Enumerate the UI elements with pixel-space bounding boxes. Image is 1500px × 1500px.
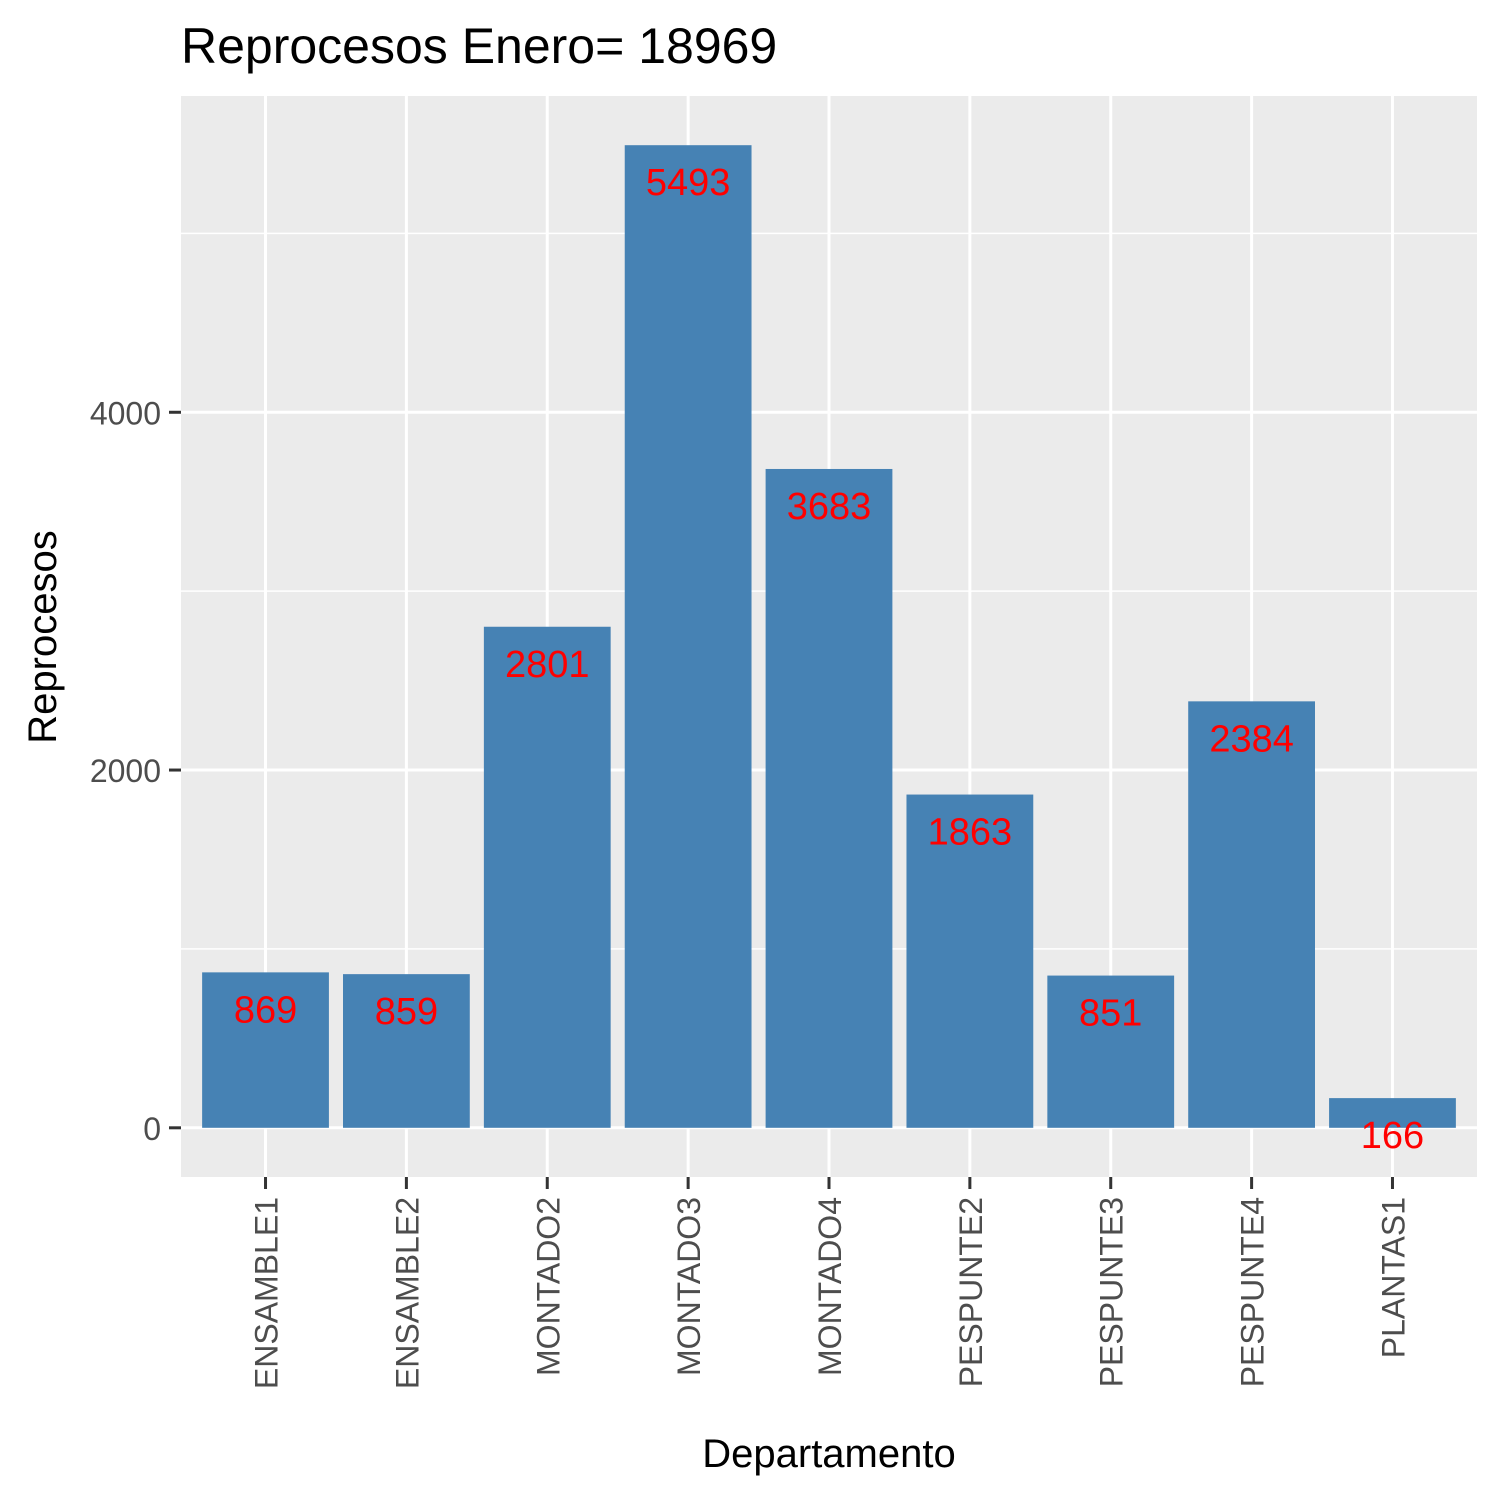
bar-pespunte3	[1047, 975, 1175, 1128]
x-tick-label-pespunte3: PESPUNTE3	[1094, 1197, 1130, 1387]
bars	[202, 145, 1456, 1128]
data-label-montado4: 3683	[787, 486, 872, 528]
bar-ensamble1	[202, 972, 329, 1128]
y-axis: 0 2000 4000	[90, 395, 181, 1147]
y-tick-label: 2000	[90, 753, 161, 789]
data-label-pespunte3: 851	[1079, 993, 1142, 1035]
y-axis-title: Reprocesos	[21, 530, 65, 743]
x-tick-label-pespunte2: PESPUNTE2	[953, 1197, 989, 1387]
data-label-montado3: 5493	[646, 162, 731, 204]
data-label-montado2: 2801	[505, 644, 590, 686]
x-tick-label-montado3: MONTADO3	[671, 1197, 707, 1376]
data-label-pespunte4: 2384	[1209, 718, 1294, 760]
y-tick-label: 0	[143, 1111, 161, 1147]
bar-plantas1	[1329, 1098, 1456, 1128]
chart-title: Reprocesos Enero= 18969	[181, 18, 777, 74]
data-label-ensamble2: 859	[375, 991, 438, 1033]
bar-ensamble2	[343, 974, 470, 1128]
data-label-plantas1: 166	[1361, 1115, 1424, 1157]
x-tick-label-plantas1: PLANTAS1	[1375, 1197, 1411, 1358]
bar-montado2	[483, 626, 611, 1128]
y-tick-label: 4000	[90, 395, 161, 431]
x-tick-label-ensamble2: ENSAMBLE2	[389, 1197, 425, 1389]
data-label-ensamble1: 869	[234, 989, 297, 1031]
bar-montado3	[624, 145, 752, 1128]
bar-montado4	[765, 468, 893, 1128]
x-tick-label-pespunte4: PESPUNTE4	[1235, 1197, 1271, 1387]
x-axis-title: Departamento	[702, 1432, 955, 1476]
x-tick-label-ensamble1: ENSAMBLE1	[249, 1197, 285, 1389]
x-tick-label-montado2: MONTADO2	[530, 1197, 566, 1376]
x-axis: ENSAMBLE1 ENSAMBLE2 MONTADO2 MONTADO3 MONTAD…	[249, 1177, 1411, 1389]
data-label-pespunte2: 1863	[928, 812, 1013, 854]
bar-pespunte4	[1188, 701, 1315, 1128]
bar-pespunte2	[906, 794, 1034, 1128]
x-tick-label-montado4: MONTADO4	[812, 1197, 848, 1376]
bar-value-labels: 869 859 2801 5493 3683 1863 851 2384 166	[234, 162, 1424, 1157]
